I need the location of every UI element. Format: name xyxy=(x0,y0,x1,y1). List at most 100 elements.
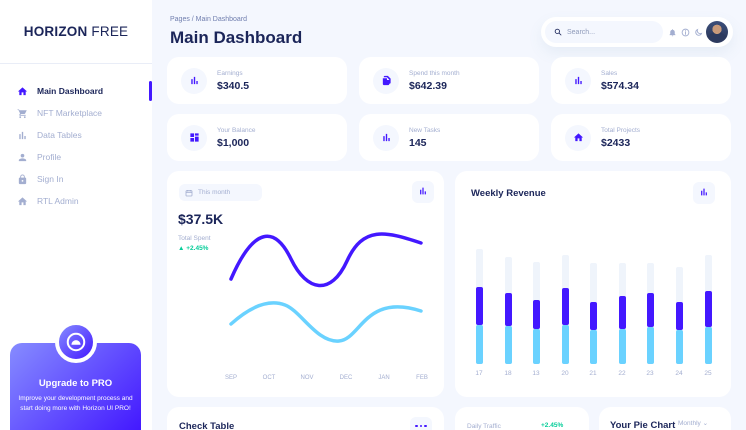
bar-segment-bottom xyxy=(647,327,654,364)
stat-value: 145 xyxy=(409,136,427,149)
pie-chart-title: Your Pie Chart xyxy=(610,420,676,430)
info-icon[interactable] xyxy=(680,27,690,37)
bar-segment-bottom xyxy=(619,329,626,364)
bar-segment-top xyxy=(619,296,626,329)
stat-value: $642.39 xyxy=(409,79,447,92)
total-spent-label: Total Spent xyxy=(178,235,211,242)
grid-icon xyxy=(181,124,207,151)
stat-label: Spend this month xyxy=(409,69,460,77)
stat-label: New Tasks xyxy=(409,126,441,134)
promo-title: Upgrade to PRO xyxy=(38,378,113,389)
weekly-revenue-title: Weekly Revenue xyxy=(471,188,546,199)
bar-chart-icon xyxy=(699,184,709,202)
promo-logo-icon xyxy=(55,321,97,363)
bar-segment-top xyxy=(505,293,512,326)
stat-card-tasks: New Tasks 145 xyxy=(359,114,539,161)
month-label: FEB xyxy=(416,375,428,381)
day-label: 18 xyxy=(504,370,512,377)
period-chip-label: This month xyxy=(198,189,231,196)
daily-traffic-change: +2.45% xyxy=(541,422,564,429)
chevron-down-icon: ⌄ xyxy=(702,420,709,427)
more-options-button[interactable] xyxy=(410,417,432,430)
chart-options-button[interactable] xyxy=(693,182,715,204)
bar-segment-top xyxy=(590,302,597,330)
check-table-title: Check Table xyxy=(179,421,235,430)
moon-icon[interactable] xyxy=(693,27,703,37)
bell-icon[interactable] xyxy=(667,27,677,37)
day-label: 20 xyxy=(561,370,569,377)
sidebar: HORIZON FREE Main Dashboard NFT Marketpl… xyxy=(0,0,152,430)
bar-segment-bottom xyxy=(505,326,512,364)
line-series-primary xyxy=(229,232,423,288)
line-series-secondary xyxy=(229,301,423,343)
day-label: 13 xyxy=(532,370,540,377)
month-label: JAN xyxy=(378,375,390,381)
month-label: NOV xyxy=(300,375,314,381)
search-icon xyxy=(554,28,562,36)
bar-chart-icon xyxy=(418,183,428,201)
user-icon xyxy=(17,152,28,163)
day-label: 22 xyxy=(618,370,626,377)
stat-label: Earnings xyxy=(217,69,243,77)
bar-segment-top xyxy=(705,291,712,327)
day-label: 17 xyxy=(475,370,483,377)
bar-segment-top xyxy=(476,287,483,325)
brand-light: FREE xyxy=(91,24,129,39)
bar-segment-bottom xyxy=(705,327,712,364)
stat-value: $2433 xyxy=(601,136,631,149)
sidebar-item-nft-marketplace[interactable]: NFT Marketplace xyxy=(0,102,152,124)
day-label: 24 xyxy=(675,370,683,377)
sidebar-item-label: Data Tables xyxy=(37,130,82,140)
chart-options-button[interactable] xyxy=(412,181,434,203)
spent-line-chart xyxy=(229,232,423,343)
stat-label: Your Balance xyxy=(217,126,256,134)
bar-chart-icon xyxy=(17,130,28,141)
documents-icon xyxy=(373,67,399,94)
bar-segment-top xyxy=(562,288,569,325)
sidebar-item-data-tables[interactable]: Data Tables xyxy=(0,124,152,146)
total-spent-card: This month $37.5K Total Spent ▲ +2.45% S… xyxy=(167,171,444,397)
total-spent-value: $37.5K xyxy=(178,211,224,227)
check-table-card: Check Table xyxy=(167,407,444,430)
avatar[interactable] xyxy=(706,21,728,43)
sidebar-item-rtl-admin[interactable]: RTL Admin xyxy=(0,190,152,212)
bar-segment-top xyxy=(676,302,683,330)
sidebar-item-sign-in[interactable]: Sign In xyxy=(0,168,152,190)
sidebar-item-profile[interactable]: Profile xyxy=(0,146,152,168)
period-select[interactable]: Monthly ⌄ xyxy=(678,419,708,427)
day-label: 23 xyxy=(646,370,654,377)
sidebar-item-label: RTL Admin xyxy=(37,196,79,206)
breadcrumb[interactable]: Pages / Main Dashboard xyxy=(170,16,248,23)
bar-segment-top xyxy=(647,293,654,327)
period-chip[interactable]: This month xyxy=(179,184,262,201)
stat-value: $1,000 xyxy=(217,136,250,149)
home-icon xyxy=(565,124,591,151)
month-label: DEC xyxy=(339,375,353,381)
sidebar-item-label: Main Dashboard xyxy=(37,86,104,96)
stat-card-balance: Your Balance $1,000 xyxy=(167,114,347,161)
sidebar-item-label: NFT Marketplace xyxy=(37,108,103,118)
home-icon xyxy=(17,196,28,207)
stat-card-spend: Spend this month $642.39 xyxy=(359,57,539,104)
month-label: SEP xyxy=(224,375,237,381)
stat-card-sales: Sales $574.34 xyxy=(551,57,731,104)
total-spent-change: ▲ +2.45% xyxy=(178,245,209,252)
stat-value: $340.5 xyxy=(217,79,250,92)
bar-chart-icon xyxy=(565,67,591,94)
sidebar-item-label: Profile xyxy=(37,152,62,162)
search-input[interactable]: Search... xyxy=(545,21,663,43)
stat-label: Sales xyxy=(601,69,618,77)
weekly-bar-chart xyxy=(476,249,712,364)
bar-segment-bottom xyxy=(533,329,540,364)
bar-segment-bottom xyxy=(590,330,597,364)
calendar-icon xyxy=(185,189,193,197)
upgrade-promo-card[interactable]: Upgrade to PRO Improve your development … xyxy=(10,321,141,430)
sidebar-nav: Main Dashboard NFT Marketplace Data Tabl… xyxy=(0,80,152,212)
bar-segment-bottom xyxy=(562,325,569,364)
brand-bold: HORIZON xyxy=(23,24,88,39)
bar-chart-icon xyxy=(373,124,399,151)
stat-card-earnings: Earnings $340.5 xyxy=(167,57,347,104)
sidebar-item-main-dashboard[interactable]: Main Dashboard xyxy=(0,80,152,102)
stat-card-projects: Total Projects $2433 xyxy=(551,114,731,161)
brand-logo[interactable]: HORIZON FREE xyxy=(0,0,152,64)
